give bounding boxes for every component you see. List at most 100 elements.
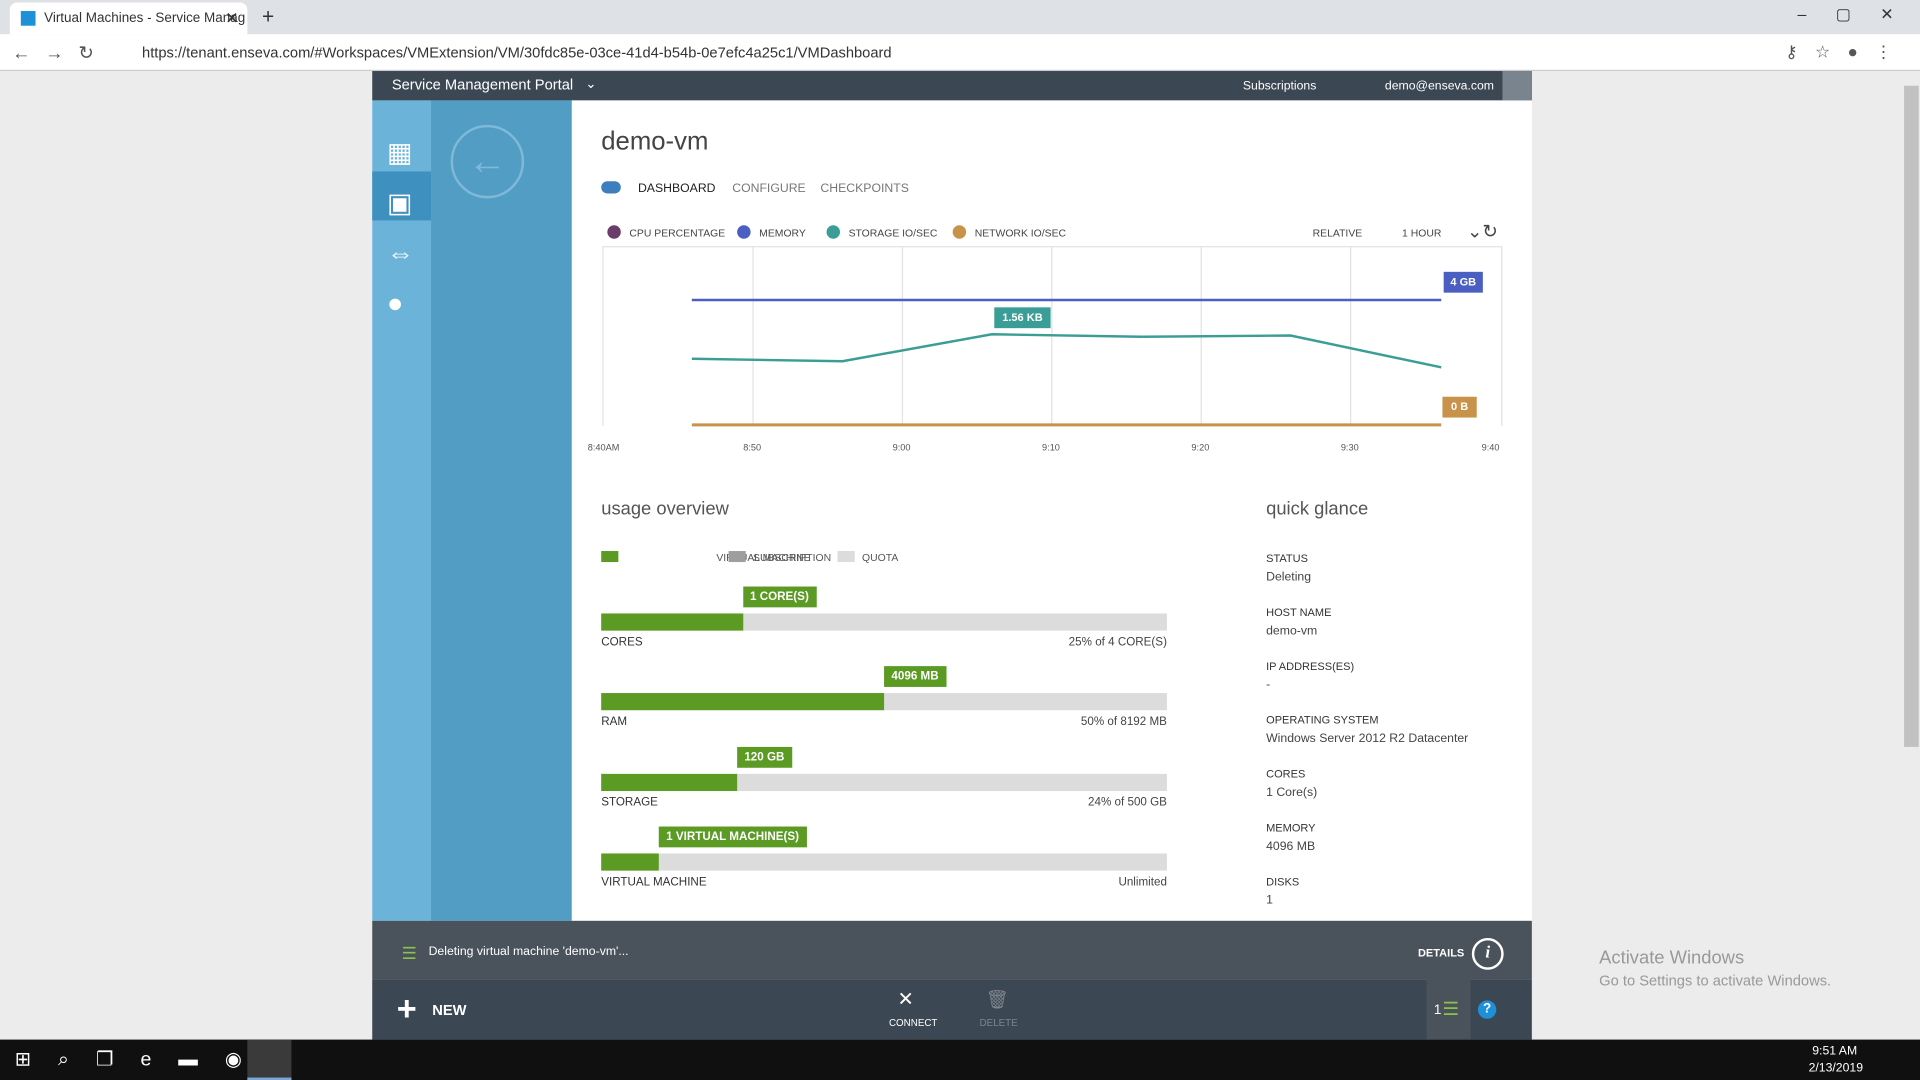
range[interactable]: RELATIVE xyxy=(1312,226,1363,239)
glance-label: OPERATING SYSTEM xyxy=(1266,713,1379,727)
callout: 1.56 KB xyxy=(994,307,1051,329)
queue-icon: ☰ xyxy=(1442,999,1459,1021)
window-controls[interactable]: –▢✕ xyxy=(1797,4,1920,24)
glance-label: MEMORY xyxy=(1266,821,1316,834)
x-label: 9:10 xyxy=(1042,442,1060,454)
connect-button[interactable]: CONNECT xyxy=(888,1017,938,1029)
vm-name: demo-vm xyxy=(601,127,709,156)
legend-label[interactable]: MEMORY xyxy=(759,226,806,239)
tab-strip xyxy=(0,0,1920,35)
connect-icon[interactable]: ✕ xyxy=(897,989,914,1011)
queue-button[interactable] xyxy=(1426,979,1471,1040)
usage-tag: 1 CORE(S) xyxy=(742,586,817,608)
legend-label[interactable]: NETWORK IO/SEC xyxy=(974,226,1067,239)
x-label: 8:40AM xyxy=(587,442,620,454)
info-button[interactable]: i xyxy=(1471,937,1504,970)
back-button[interactable]: ← xyxy=(450,124,525,199)
toolbar xyxy=(0,34,1920,72)
vm-tab[interactable]: CHECKPOINTS xyxy=(820,182,909,196)
x-label: 8:50 xyxy=(743,442,762,454)
usage-track xyxy=(601,773,1167,791)
taskbar xyxy=(0,1039,1920,1080)
glance-label: DISKS xyxy=(1266,875,1300,888)
usage-tag: 4096 MB xyxy=(884,666,946,688)
vm-tab[interactable]: DASHBOARD xyxy=(637,182,716,196)
usage-summary: 50% of 8192 MB xyxy=(1080,715,1167,729)
legend-check xyxy=(607,225,621,239)
usage-legend-label: QUOTA xyxy=(862,551,899,564)
refresh[interactable]: ⌄↻ xyxy=(1466,221,1498,243)
legend-label[interactable]: STORAGE IO/SEC xyxy=(848,226,938,239)
glance-label: STATUS xyxy=(1266,552,1308,565)
callout: 0 B xyxy=(1442,396,1477,418)
command-bar xyxy=(372,979,1532,1040)
x-label: 9:30 xyxy=(1340,442,1359,454)
glance-value: 1 xyxy=(1266,893,1273,908)
glance-value: Deleting xyxy=(1266,570,1312,585)
portal-title[interactable]: Service Management Portal xyxy=(391,75,574,94)
vm-tab[interactable]: CONFIGURE xyxy=(732,182,806,196)
browser-icons[interactable]: ⚷☆●⋮ xyxy=(1785,41,1910,62)
callout: 4 GB xyxy=(1443,271,1483,293)
active-app[interactable] xyxy=(247,1039,292,1080)
new-tab[interactable]: + xyxy=(262,4,275,29)
url[interactable]: https://tenant.enseva.com/#Workspaces/VM… xyxy=(142,44,892,62)
nav-selected[interactable] xyxy=(372,171,432,221)
usage-label: STORAGE xyxy=(601,795,658,809)
nav-rail xyxy=(372,100,432,921)
usage-bar xyxy=(601,613,743,631)
legend-label[interactable]: CPU PERCENTAGE xyxy=(629,226,726,239)
nav-buttons[interactable]: ←→↻ xyxy=(12,42,109,64)
time[interactable]: 9:51 AM xyxy=(1812,1044,1858,1058)
legend-check xyxy=(737,225,751,239)
queue-count: 1 xyxy=(1433,1002,1442,1018)
usage-track xyxy=(601,613,1167,631)
details[interactable]: DETAILS xyxy=(1417,946,1465,959)
delete-icon: 🗑 xyxy=(985,989,1010,1011)
usage-track xyxy=(601,853,1167,871)
glance-label: IP ADDRESS(ES) xyxy=(1266,660,1355,673)
usage-tag: 120 GB xyxy=(736,746,792,768)
side-panel xyxy=(431,100,572,921)
glance-label: HOST NAME xyxy=(1266,606,1332,619)
glance-title: quick glance xyxy=(1266,498,1369,520)
glance-label: CORES xyxy=(1266,767,1306,781)
x-label: 9:40 xyxy=(1481,442,1500,454)
usage-label: RAM xyxy=(601,715,628,729)
storage-line xyxy=(691,333,1442,369)
user[interactable]: demo@enseva.com xyxy=(1384,79,1494,94)
tab[interactable]: Virtual Machines - Service Manag ✕ xyxy=(9,2,248,35)
period[interactable]: 1 HOUR xyxy=(1402,226,1442,239)
usage-legend-swatch xyxy=(728,551,746,563)
watermark-text: Go to Settings to activate Windows. xyxy=(1599,972,1832,990)
portal-menu[interactable]: ⌄ xyxy=(585,77,597,92)
subscriptions[interactable]: Subscriptions xyxy=(1242,79,1317,94)
avatar[interactable] xyxy=(1502,71,1532,101)
notification-message: Deleting virtual machine 'demo-vm'... xyxy=(428,945,629,959)
new-button[interactable]: NEW xyxy=(432,1001,467,1019)
usage-label: VIRTUAL MACHINE xyxy=(601,875,707,889)
legend-check xyxy=(826,225,841,239)
scrollbar[interactable] xyxy=(1904,85,1919,747)
cloud-icon xyxy=(601,181,621,194)
taskbar-icons[interactable]: ⊞⌕❐e▬◉ xyxy=(14,1049,269,1071)
date[interactable]: 2/13/2019 xyxy=(1808,1061,1864,1076)
new-icon[interactable]: + xyxy=(396,989,417,1028)
tab-close[interactable]: ✕ xyxy=(225,8,239,27)
usage-summary: 24% of 500 GB xyxy=(1088,795,1167,809)
glance-value: - xyxy=(1266,678,1271,692)
usage-bar xyxy=(601,693,885,711)
x-label: 9:20 xyxy=(1191,442,1210,454)
nav-icons[interactable]: ▦ ▣ ⇔ ● xyxy=(386,137,414,319)
glance-value: demo-vm xyxy=(1266,624,1318,638)
usage-legend-swatch xyxy=(601,551,619,563)
x-label: 9:00 xyxy=(892,442,911,454)
tab-title: Virtual Machines - Service Manag xyxy=(44,11,246,26)
delete-button: DELETE xyxy=(979,1017,1018,1029)
usage-legend-label: SUBSCRIPTION xyxy=(753,551,832,564)
help-button[interactable]: ? xyxy=(1477,1000,1497,1019)
glance-value: 4096 MB xyxy=(1266,840,1316,854)
tab-icon xyxy=(20,11,36,26)
notification-bar xyxy=(372,920,1532,980)
